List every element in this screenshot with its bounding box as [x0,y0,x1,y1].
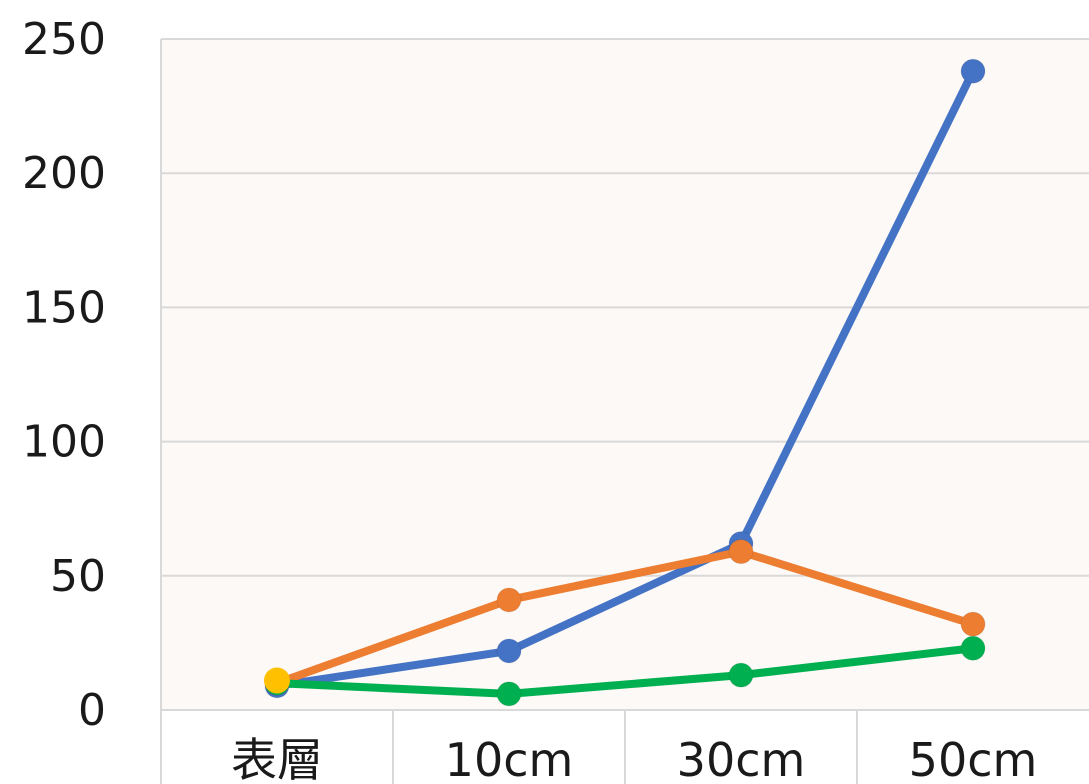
extra-point-1 [264,667,290,694]
series-lines [273,67,977,698]
y-tick-label-50: 50 [50,551,106,602]
series-1-point-4 [960,58,986,84]
series-2-line [273,547,977,688]
series-3-point-4 [960,635,986,661]
gridlines [160,38,1089,784]
series-2-point-3 [728,539,754,565]
series-3-point-3 [728,662,754,688]
y-tick-label-250: 250 [22,14,106,65]
series-3-point-2 [496,681,522,707]
y-tick-label-100: 100 [22,417,106,468]
y-tick-label-150: 150 [22,282,106,333]
series-markers [264,58,986,707]
series-2-point-4 [960,611,986,637]
plot-area [161,39,1089,710]
series-2-point-2 [496,587,522,613]
y-tick-label-200: 200 [22,148,106,199]
series-3-line [273,644,977,698]
x-tick-label-2: 10cm [445,733,574,784]
y-axis-tick-labels: 0 50 100 150 200 250 [22,14,106,736]
x-tick-label-4: 50cm [909,733,1038,784]
x-axis-tick-labels: 表層 10cm 30cm 50cm [231,733,1037,784]
series-1-point-2 [496,638,522,664]
y-tick-label-0: 0 [78,685,106,736]
x-tick-label-3: 30cm [677,733,806,784]
series-1-line [273,67,977,690]
x-tick-label-1: 表層 [231,733,323,784]
